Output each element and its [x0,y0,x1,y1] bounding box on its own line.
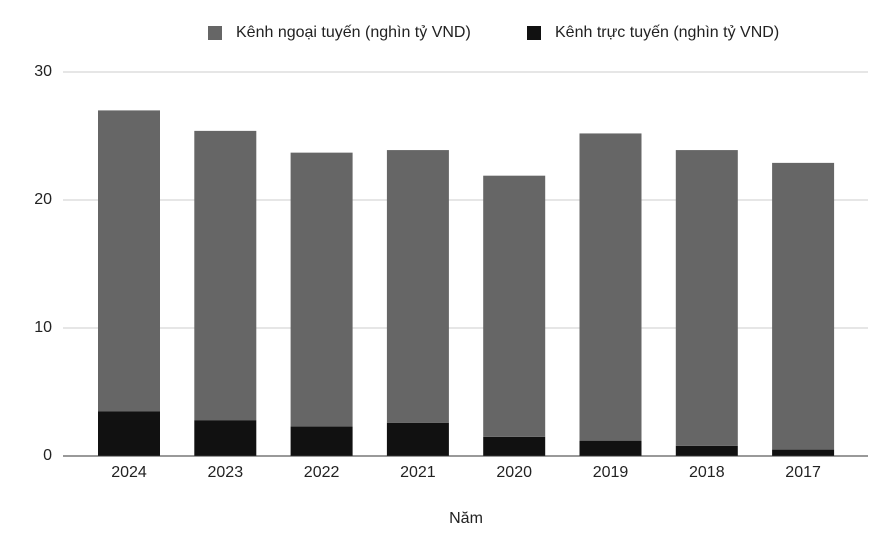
bar-segment [386,422,449,456]
x-tick-label: 2023 [208,464,244,481]
y-tick-label: 30 [34,63,52,80]
bar-segment [194,420,257,456]
bar-segment [98,110,160,412]
x-tick-label: 2019 [593,464,629,481]
x-tick-label: 2022 [304,464,340,481]
y-tick-label: 10 [34,319,52,336]
bar-segment [579,133,642,441]
bar-segment [772,449,835,456]
legend-swatch [527,26,541,40]
bar-segment [772,162,835,450]
legend-swatch [208,26,222,40]
bar-segment [675,445,738,456]
x-tick-label: 2020 [496,464,532,481]
y-tick-label: 0 [43,447,52,464]
legend-label: Kênh ngoại tuyến (nghìn tỷ VND) [236,24,471,41]
bar-segment [290,426,353,456]
bar-segment [98,411,160,456]
bar-segment [194,130,257,421]
bar-segment [483,175,546,437]
x-tick-label: 2018 [689,464,725,481]
bar-segment [675,150,738,446]
bar-segment [579,440,642,456]
x-tick-label: 2017 [785,464,821,481]
bar-segment [290,152,353,427]
bar-segment [483,436,546,456]
x-tick-label: 2021 [400,464,436,481]
legend-label: Kênh trực tuyến (nghìn tỷ VND) [555,24,779,41]
bar-segment [386,150,449,423]
x-tick-label: 2024 [111,464,147,481]
y-tick-label: 20 [34,191,52,208]
x-axis-title: Năm [449,510,483,527]
